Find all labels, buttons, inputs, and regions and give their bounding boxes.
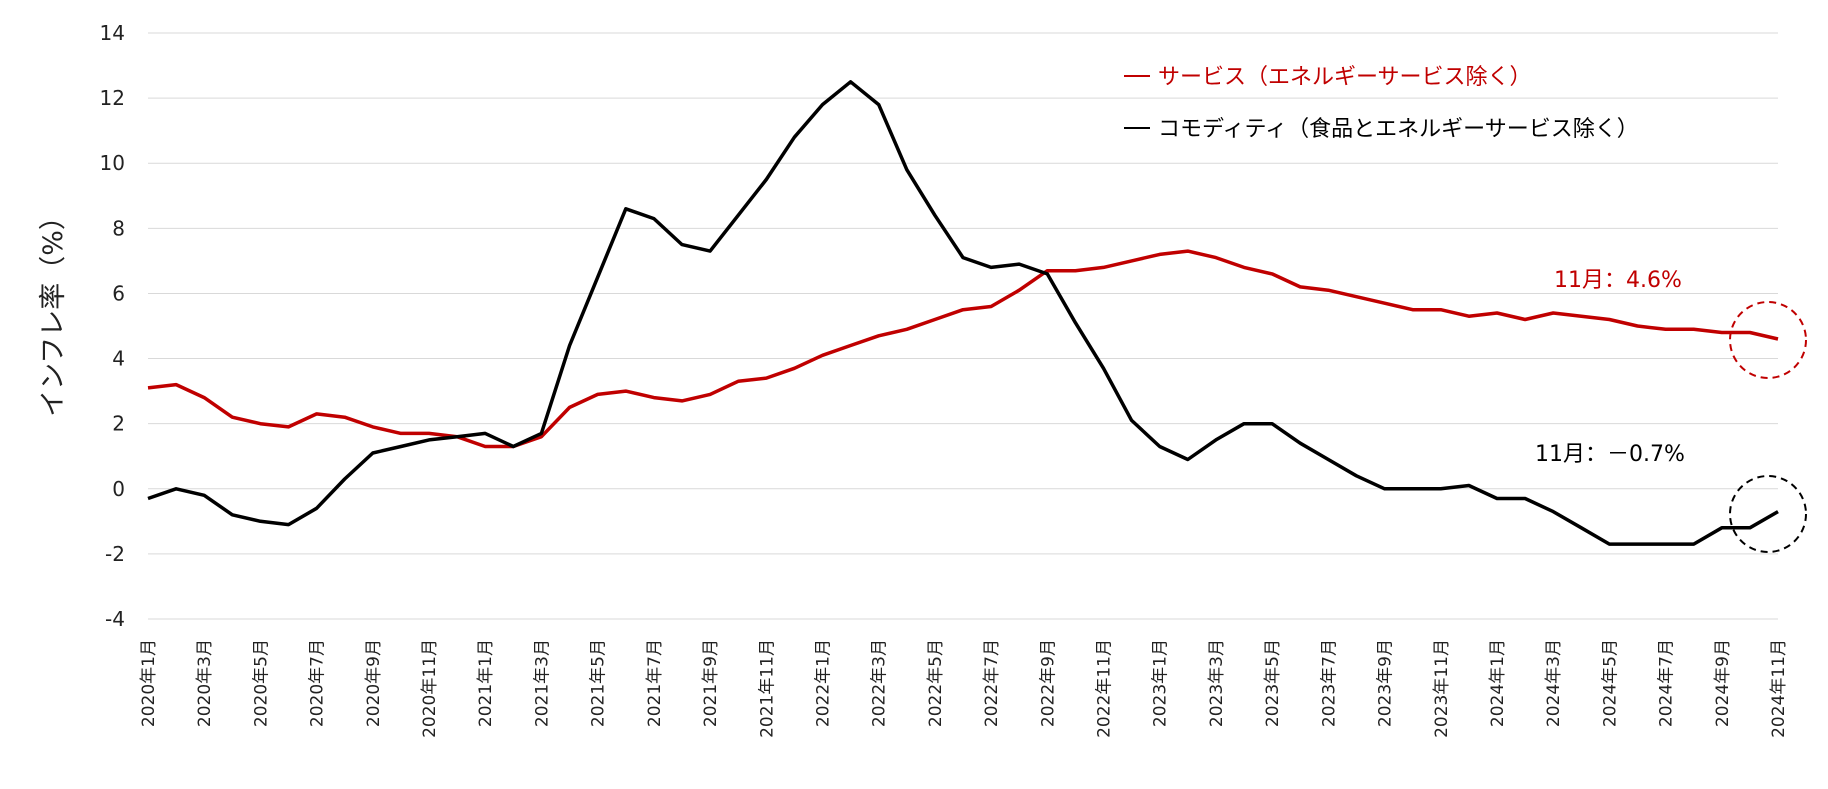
x-tick-label: 2024年3月 xyxy=(1544,639,1564,727)
x-tick-label: 2023年5月 xyxy=(1263,639,1283,727)
y-tick-label: 8 xyxy=(112,216,125,240)
x-tick-label: 2020年11月 xyxy=(420,639,440,738)
highlight-circle-services xyxy=(1729,301,1807,379)
x-tick-label: 2021年5月 xyxy=(589,639,609,727)
highlight-circle-commodities xyxy=(1729,475,1807,553)
y-tick-label: 14 xyxy=(100,21,125,45)
x-tick-label: 2022年5月 xyxy=(926,639,946,727)
x-tick-label: 2022年11月 xyxy=(1095,639,1115,738)
y-tick-label: 0 xyxy=(112,477,125,501)
x-tick-label: 2020年9月 xyxy=(364,639,384,727)
y-tick-label: 2 xyxy=(112,412,125,436)
y-axis-ticks: -4 -2 0 2 4 6 8 10 12 14 xyxy=(100,21,125,631)
x-tick-label: 2024年9月 xyxy=(1713,639,1733,727)
x-tick-label: 2020年3月 xyxy=(195,639,215,727)
x-tick-label: 2023年7月 xyxy=(1319,639,1339,727)
x-tick-label: 2021年1月 xyxy=(476,639,496,727)
x-tick-label: 2021年3月 xyxy=(532,639,552,727)
x-tick-label: 2020年5月 xyxy=(251,639,271,727)
x-tick-label: 2020年7月 xyxy=(308,639,328,727)
annotation-commodities: 11月：－0.7% xyxy=(1535,442,1685,467)
x-tick-label: 2023年11月 xyxy=(1432,639,1452,738)
legend-label-commodities: コモディティ（食品とエネルギーサービス除く） xyxy=(1158,117,1639,142)
x-tick-label: 2022年3月 xyxy=(870,639,890,727)
x-tick-label: 2024年11月 xyxy=(1769,639,1789,738)
series-lines xyxy=(147,80,1779,546)
y-tick-label: 6 xyxy=(112,281,125,305)
x-tick-label: 2024年1月 xyxy=(1488,639,1508,727)
series-line-services xyxy=(147,249,1779,449)
x-tick-label: 2021年11月 xyxy=(757,639,777,738)
y-tick-label: 4 xyxy=(112,347,125,371)
y-axis-label: インフレ率（%） xyxy=(38,203,69,417)
annotation-services: 11月：4.6% xyxy=(1554,268,1682,293)
x-axis-ticks: 2020年1月 2020年3月 2020年5月 2020年7月 2020年9月 2020年… xyxy=(139,639,1789,738)
x-tick-label: 2024年5月 xyxy=(1600,639,1620,727)
legend-label-services: サービス（エネルギーサービス除く） xyxy=(1158,65,1532,90)
annotations: 11月：4.6% 11月：－0.7% xyxy=(1535,268,1807,553)
x-tick-label: 2024年7月 xyxy=(1657,639,1677,727)
legend: サービス（エネルギーサービス除く） コモディティ（食品とエネルギーサービス除く） xyxy=(1124,65,1639,142)
x-tick-label: 2021年7月 xyxy=(645,639,665,727)
x-tick-label: 2020年1月 xyxy=(139,639,159,727)
x-tick-label: 2023年9月 xyxy=(1376,639,1396,727)
x-tick-label: 2023年1月 xyxy=(1151,639,1171,727)
x-tick-label: 2021年9月 xyxy=(701,639,721,727)
y-tick-label: 12 xyxy=(100,86,125,110)
series-line-commodities xyxy=(147,80,1779,546)
y-tick-label: -4 xyxy=(105,607,125,631)
y-tick-label: 10 xyxy=(100,151,125,175)
y-tick-label: -2 xyxy=(105,542,125,566)
gridlines xyxy=(148,32,1778,620)
x-tick-label: 2022年9月 xyxy=(1038,639,1058,727)
x-tick-label: 2022年7月 xyxy=(982,639,1002,727)
x-tick-label: 2022年1月 xyxy=(813,639,833,727)
x-tick-label: 2023年3月 xyxy=(1207,639,1227,727)
